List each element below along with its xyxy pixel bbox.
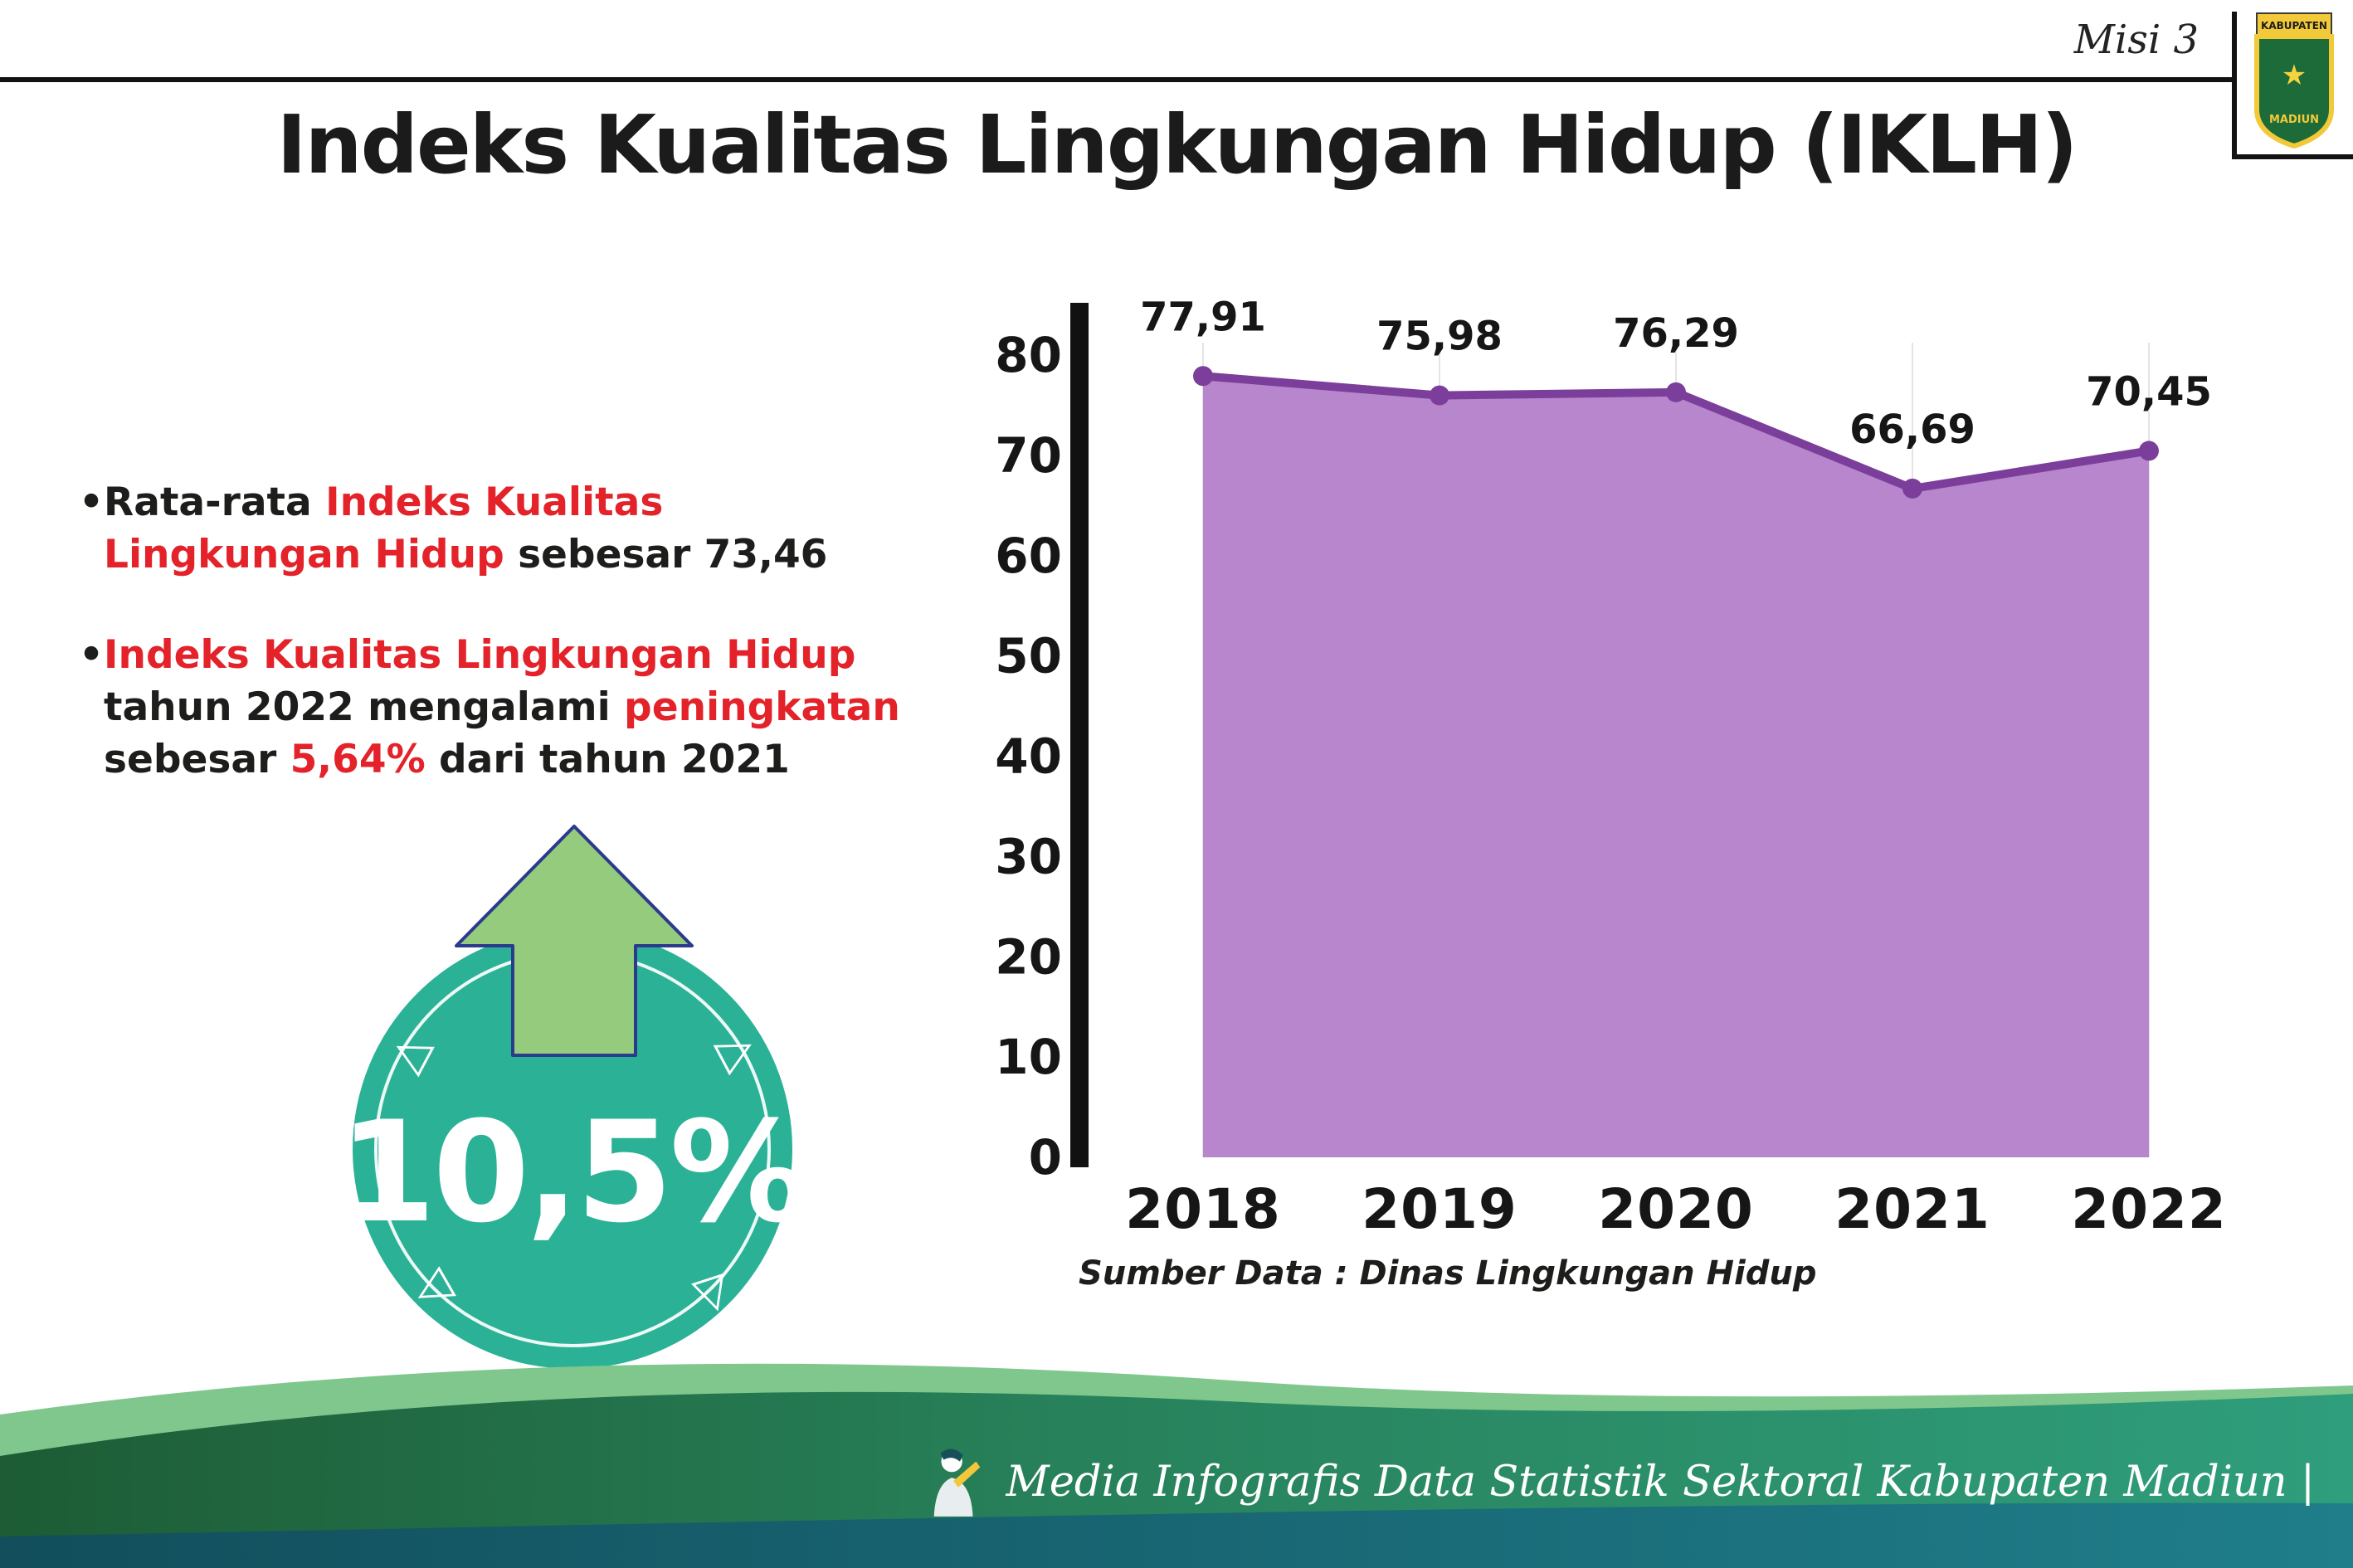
point-labels-group: 77,91 75,98 76,29 66,69 70,45	[1140, 294, 2212, 453]
data-point	[1430, 385, 1449, 406]
badge-value: 10,5%	[339, 1091, 810, 1254]
data-point	[1666, 382, 1686, 402]
logo-shield	[2254, 34, 2334, 149]
bullet-glyph: •	[79, 480, 105, 525]
note-highlight: peningkatan	[624, 684, 900, 730]
notes-block: •Rata-rata Indeks Kualitas Lingkungan Hi…	[79, 477, 921, 835]
point-label: 66,69	[1849, 407, 1975, 453]
footer-wave-strip	[0, 1502, 2353, 1568]
data-point	[1193, 366, 1213, 387]
logo-frame-horizontal	[2232, 154, 2353, 159]
x-tick-label: 2020	[1598, 1177, 1754, 1241]
footer-credit: Media Infografis Data Statistik Sektoral…	[924, 1445, 2315, 1518]
note-text: Rata-rata	[104, 480, 326, 525]
note-highlight: Indeks Kualitas Lingkungan Hidup	[104, 631, 856, 678]
note-text: sebesar 73,46	[504, 531, 828, 577]
area-group	[1203, 376, 2149, 1157]
iklh-chart: 77,91 75,98 76,29 66,69 70,45 0 10 20 30 40 50 60 7…	[979, 191, 2273, 1286]
points-group	[1193, 366, 2159, 499]
note-text: dari tahun 2021	[425, 736, 790, 782]
y-tick-label: 70	[995, 427, 1062, 484]
note-highlight: Indeks Kualitas Lingkungan Hidup	[104, 480, 664, 577]
point-label: 77,91	[1140, 294, 1266, 340]
misi-label: Misi 3	[2073, 17, 2199, 63]
note-increase-2022: •Indeks Kualitas Lingkungan Hidup tahun …	[79, 630, 921, 786]
y-ticks-group: 0 10 20 30 40 50 60 70 80	[995, 327, 1062, 1186]
bullet-glyph: •	[79, 631, 105, 678]
area-fill	[1203, 376, 2149, 1157]
x-tick-label: 2018	[1125, 1177, 1281, 1241]
note-average-iklh: •Rata-rata Indeks Kualitas Lingkungan Hi…	[79, 477, 921, 582]
footer-credit-text: Media Infografis Data Statistik Sektoral…	[1006, 1457, 2315, 1507]
y-tick-label: 50	[995, 628, 1062, 684]
logo-banner	[2256, 12, 2332, 36]
point-label: 75,98	[1376, 314, 1503, 360]
y-tick-label: 20	[995, 928, 1062, 985]
y-axis	[1070, 303, 1089, 1167]
logo-star-icon: ★	[2282, 59, 2307, 92]
x-tick-label: 2019	[1362, 1177, 1518, 1241]
note-highlight: 5,64%	[290, 736, 426, 782]
data-source-caption: Sumber Data : Dinas Lingkungan Hidup	[1079, 1254, 1817, 1293]
y-tick-label: 60	[995, 528, 1062, 584]
page-title: Indeks Kualitas Lingkungan Hidup (IKLH)	[276, 98, 2078, 192]
y-tick-label: 30	[995, 828, 1062, 884]
logo-region-text: MADIUN	[2269, 114, 2319, 126]
footer-waves	[0, 1363, 2353, 1568]
data-point	[1902, 478, 1922, 499]
x-tick-label: 2022	[2071, 1177, 2227, 1241]
coat-of-arms-icon: KABUPATEN ★ MADIUN	[2254, 12, 2334, 149]
mascot-icon	[934, 1449, 981, 1517]
y-tick-label: 40	[995, 728, 1062, 785]
kabupaten-madiun-logo: KABUPATEN ★ MADIUN	[2245, 8, 2343, 151]
up-arrow-shape	[455, 825, 694, 1057]
iklh-area-chart-svg: 77,91 75,98 76,29 66,69 70,45 0 10 20 30 40 50 60 7…	[995, 294, 2227, 1241]
y-tick-label: 80	[995, 327, 1062, 383]
note-text: tahun 2022 mengalami	[104, 684, 625, 730]
y-tick-label: 0	[1029, 1129, 1062, 1186]
mascot-pencil	[953, 1461, 981, 1488]
note-text: sebesar	[104, 736, 290, 782]
logo-frame-vertical	[2232, 12, 2237, 159]
data-point	[2139, 441, 2159, 461]
x-ticks-group: 2018 2019 2020 2021 2022	[1125, 1177, 2227, 1241]
y-tick-label: 10	[995, 1029, 1062, 1085]
logo-banner-text: KABUPATEN	[2261, 20, 2327, 32]
point-label: 70,45	[2086, 368, 2212, 415]
mascot-body	[934, 1478, 973, 1517]
up-arrow-icon	[455, 825, 694, 1057]
mascot-cap	[940, 1449, 964, 1462]
triangle-ornament-icon: ▽	[687, 1261, 737, 1322]
point-label: 76,29	[1613, 310, 1739, 357]
x-tick-label: 2021	[1834, 1177, 1990, 1241]
top-rule	[0, 77, 2234, 82]
